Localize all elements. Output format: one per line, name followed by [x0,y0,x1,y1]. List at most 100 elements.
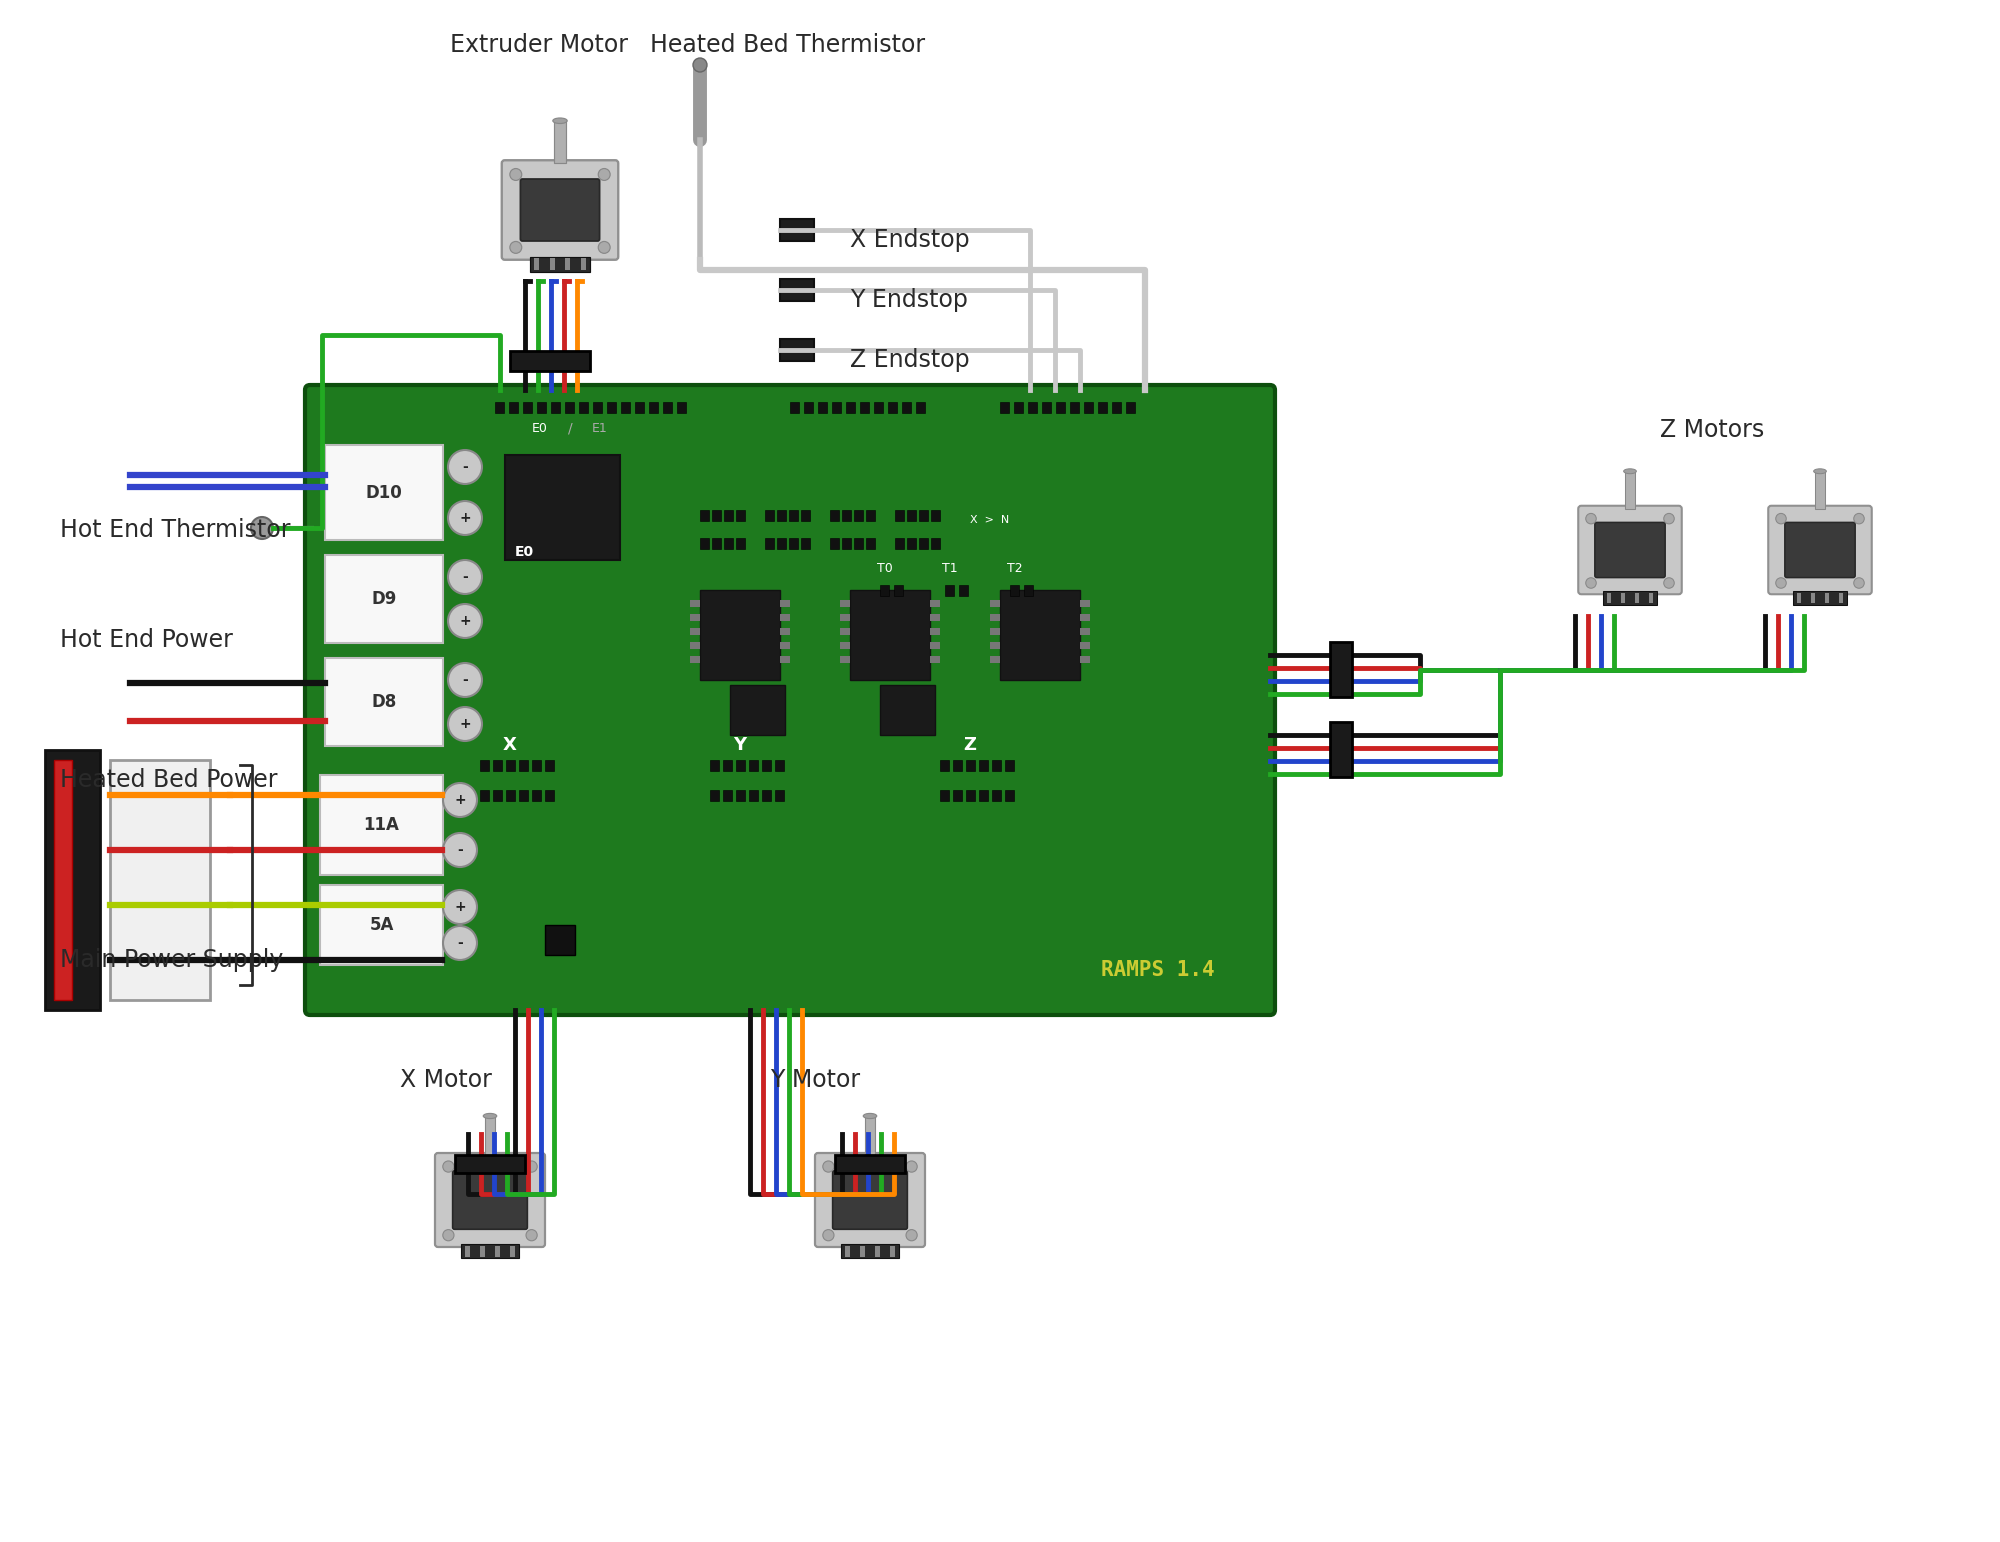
Bar [620,402,630,413]
Bar [764,510,774,521]
FancyBboxPatch shape [1594,523,1666,578]
Text: -: - [458,936,462,950]
Bar [544,760,554,771]
Circle shape [510,242,522,253]
Bar [320,885,444,965]
Bar [840,600,850,608]
Bar [1606,592,1612,603]
Bar [554,120,566,163]
Bar [920,538,928,549]
Bar [492,760,502,771]
Bar [724,510,732,521]
Bar [860,1246,864,1257]
FancyBboxPatch shape [1768,506,1872,594]
Bar [930,641,940,649]
Bar [552,402,560,413]
Bar [710,790,720,800]
Circle shape [1586,578,1596,588]
Text: +: + [460,614,470,628]
Bar [932,538,940,549]
Bar [1080,600,1090,608]
Text: Y: Y [734,736,746,754]
Bar [940,790,950,800]
Bar [864,1116,876,1156]
Text: T0: T0 [878,561,892,575]
Bar [510,1246,514,1257]
Bar [54,760,72,1001]
Bar [1070,402,1080,413]
Bar [842,510,852,521]
Bar [324,446,444,540]
Text: Heated Bed Power: Heated Bed Power [60,768,278,793]
Bar [846,402,856,413]
Ellipse shape [864,1113,876,1118]
Bar [776,790,784,800]
Circle shape [526,1161,538,1172]
Bar [324,555,444,643]
Text: Hot End Thermistor: Hot End Thermistor [60,518,290,541]
Bar [830,538,840,549]
Bar [990,600,1000,608]
Text: Z: Z [964,736,976,754]
Bar [1084,402,1092,413]
Circle shape [822,1161,834,1172]
Bar [690,628,700,635]
Bar [1080,655,1090,663]
Bar [1000,591,1080,680]
Bar [850,591,930,680]
Bar [532,790,540,800]
Bar [1810,592,1816,603]
Bar [894,584,904,597]
Bar [980,760,988,771]
Bar [1620,592,1626,603]
Ellipse shape [1624,469,1636,473]
Bar [492,790,502,800]
Bar [110,760,210,1001]
Text: T1: T1 [942,561,958,575]
Bar [510,350,590,370]
Circle shape [1664,513,1674,524]
Ellipse shape [552,119,568,123]
Bar [520,760,528,771]
Text: +: + [454,793,466,806]
Bar [880,584,888,597]
Bar [648,402,658,413]
Bar [580,402,588,413]
FancyBboxPatch shape [832,1170,908,1229]
Bar [1006,760,1014,771]
Bar [902,402,912,413]
Bar [700,538,708,549]
Bar [712,538,720,549]
Bar [1126,402,1136,413]
Bar [1080,628,1090,635]
Text: T2: T2 [1008,561,1022,575]
Bar [508,402,518,413]
Bar [1080,614,1090,621]
Bar [780,219,814,241]
Bar [780,279,814,301]
Bar [940,760,950,771]
Bar [960,584,968,597]
Bar [724,790,732,800]
Bar [1648,592,1654,603]
Circle shape [526,1229,538,1241]
Bar [1024,584,1032,597]
Bar [888,402,896,413]
Bar [320,776,444,874]
Bar [466,1246,470,1257]
Bar [480,760,488,771]
Bar [874,402,884,413]
Bar [690,655,700,663]
Bar [840,655,850,663]
Bar [788,510,798,521]
Bar [896,510,904,521]
FancyBboxPatch shape [520,179,600,241]
Bar [520,790,528,800]
Bar [566,259,570,270]
Text: /: / [568,421,572,435]
Bar [544,925,576,954]
Bar [880,685,936,736]
Text: Y Endstop: Y Endstop [850,288,968,311]
Circle shape [448,501,482,535]
Bar [1824,592,1830,603]
